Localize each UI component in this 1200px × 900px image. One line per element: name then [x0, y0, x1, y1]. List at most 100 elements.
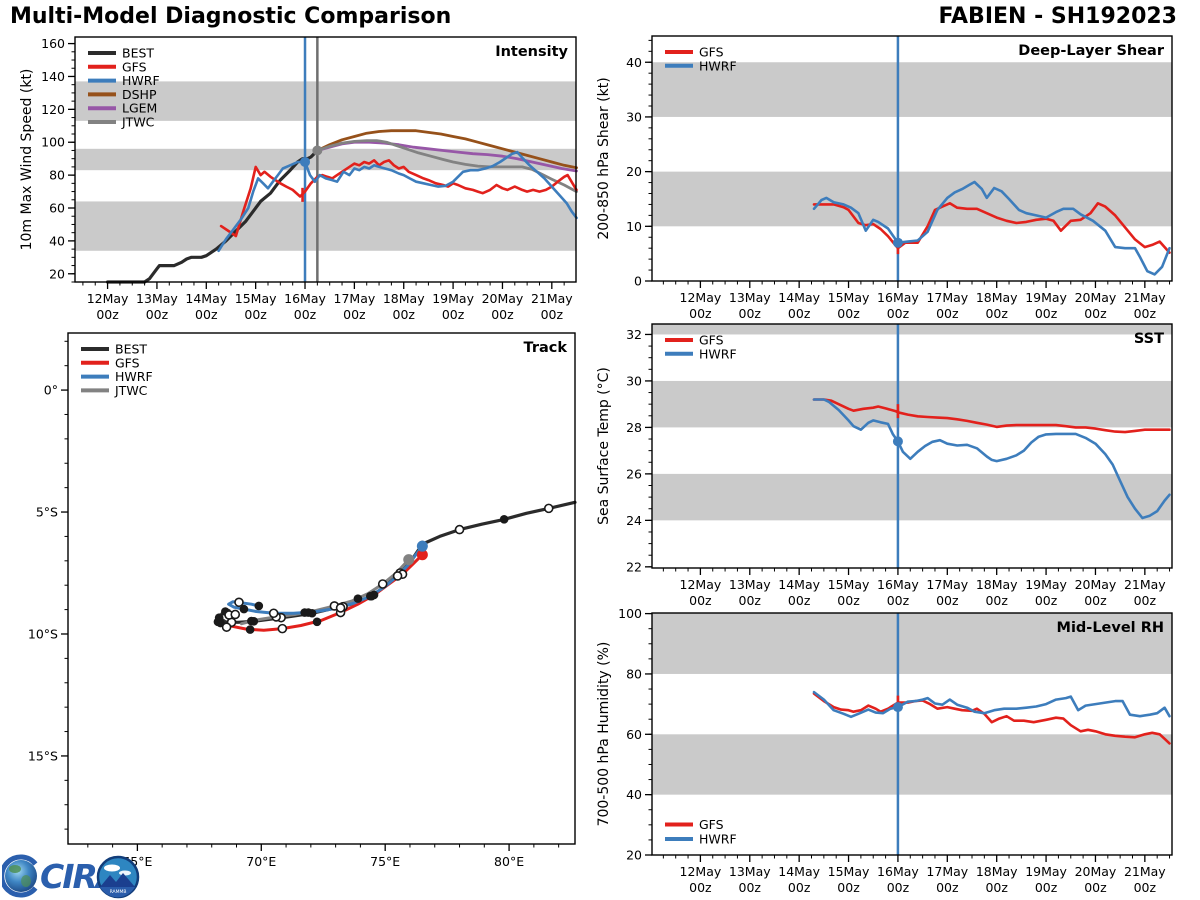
intensity-legend-label-best: BEST: [122, 46, 154, 61]
svg-text:140: 140: [41, 69, 65, 84]
rh-corner-label: Mid-Level RH: [1057, 620, 1164, 636]
intensity-series-hwrf: [217, 150, 578, 253]
intensity-series-dshp: [315, 129, 578, 170]
rh-series-hwrf: [812, 690, 1171, 719]
svg-text:00z: 00z: [1035, 880, 1058, 895]
svg-text:80°E: 80°E: [494, 854, 524, 869]
shear-series-hwrf: [812, 180, 1171, 276]
svg-text:14May: 14May: [778, 577, 820, 592]
svg-text:22: 22: [626, 559, 642, 574]
cira-logo: CIRA RAMMB: [2, 854, 140, 899]
svg-text:19May: 19May: [1025, 577, 1067, 592]
shear-y-axis: 0 10 20 30 40 200-850 hPa Shear (kt): [596, 39, 652, 289]
svg-text:00z: 00z: [985, 593, 1008, 608]
svg-text:00z: 00z: [788, 593, 811, 608]
shear-corner-label: Deep-Layer Shear: [1018, 43, 1165, 59]
sst-y-label: Sea Surface Temp (°C): [596, 367, 612, 525]
shear-frame: [651, 35, 1173, 282]
track-start-dot-gfs: [416, 549, 428, 561]
intensity-legend-label-lgem: LGEM: [122, 101, 157, 116]
svg-text:160: 160: [41, 36, 65, 51]
track-legend-label-jtwc: JTWC: [114, 383, 148, 398]
rh-category-bands: [652, 613, 1172, 795]
svg-text:21May: 21May: [1124, 290, 1166, 305]
svg-text:00z: 00z: [887, 880, 910, 895]
svg-text:13May: 13May: [729, 577, 771, 592]
svg-text:21May: 21May: [531, 291, 573, 306]
svg-text:12May: 12May: [680, 864, 722, 879]
intensity-panel: Intensity12May00z13May00z14May00z15May00…: [19, 36, 578, 322]
svg-text:00z: 00z: [788, 306, 811, 321]
shear-category-bands: [652, 62, 1172, 227]
intensity-x-axis: 12May00z13May00z14May00z15May00z16May00z…: [82, 282, 573, 322]
sst-init-dot-hwrf: [892, 436, 903, 447]
intensity-legend-label-gfs: GFS: [122, 59, 147, 74]
rh-x-axis: 12May00z13May00z14May00z15May00z16May00z…: [662, 855, 1171, 895]
shear-init-dot-hwrf: [892, 237, 903, 248]
svg-text:00z: 00z: [146, 307, 169, 322]
intensity-y-label: 10m Max Wind Speed (kt): [19, 69, 35, 251]
svg-text:00z: 00z: [442, 307, 465, 322]
rh-legend-label-gfs: GFS: [699, 817, 724, 832]
storm-title: FABIEN - SH192023: [938, 4, 1177, 29]
track-legend-label-best: BEST: [115, 342, 147, 357]
svg-text:20May: 20May: [1075, 577, 1117, 592]
svg-text:40: 40: [626, 55, 642, 70]
sst-legend-label-gfs: GFS: [699, 333, 724, 348]
sst-legend-label-hwrf: HWRF: [699, 346, 737, 361]
svg-text:00z: 00z: [1134, 880, 1157, 895]
svg-text:75°E: 75°E: [370, 854, 400, 869]
svg-text:20: 20: [626, 848, 642, 863]
svg-text:17May: 17May: [926, 290, 968, 305]
svg-text:5°S: 5°S: [36, 505, 58, 520]
svg-text:0°: 0°: [44, 383, 58, 398]
shear-panel: Deep-Layer Shear12May00z13May00z14May00z…: [596, 35, 1173, 321]
svg-text:00z: 00z: [343, 307, 366, 322]
svg-text:10°S: 10°S: [28, 626, 58, 641]
rh-init-dot-hwrf: [892, 702, 903, 713]
svg-text:15May: 15May: [828, 864, 870, 879]
svg-text:00z: 00z: [393, 307, 416, 322]
svg-text:00z: 00z: [689, 593, 712, 608]
svg-text:26: 26: [626, 466, 642, 481]
svg-text:24: 24: [626, 513, 642, 528]
svg-text:17May: 17May: [926, 864, 968, 879]
svg-text:00z: 00z: [294, 307, 317, 322]
intensity-series-gfs: [219, 159, 578, 238]
svg-text:12May: 12May: [87, 291, 129, 306]
sst-corner-label: SST: [1134, 331, 1164, 347]
svg-text:16May: 16May: [877, 290, 919, 305]
intensity-y-axis: 20 40 60 80 100 120 140 160 10m Max Wind Speed (…: [19, 36, 75, 283]
svg-text:14May: 14May: [185, 291, 227, 306]
svg-text:00z: 00z: [1134, 593, 1157, 608]
svg-text:15°S: 15°S: [28, 748, 58, 763]
intensity-init-dot-jtwc: [312, 145, 323, 156]
sst-category-bands: [652, 324, 1172, 521]
svg-text:00z: 00z: [244, 307, 267, 322]
svg-text:80: 80: [49, 168, 65, 183]
svg-text:00z: 00z: [837, 880, 860, 895]
rammb-badge-text: RAMMB: [110, 889, 127, 895]
rh-y-axis: 20 40 60 80 100 700-500 hPa Humidity (%): [596, 606, 652, 863]
svg-text:10: 10: [626, 219, 642, 234]
svg-text:40: 40: [626, 787, 642, 802]
intensity-legend-label-hwrf: HWRF: [122, 73, 160, 88]
svg-text:00z: 00z: [936, 880, 959, 895]
svg-text:30: 30: [626, 109, 642, 124]
svg-text:12May: 12May: [680, 577, 722, 592]
svg-text:13May: 13May: [729, 864, 771, 879]
svg-text:17May: 17May: [334, 291, 376, 306]
svg-text:00z: 00z: [195, 307, 218, 322]
rh-legend-label-hwrf: HWRF: [699, 832, 737, 847]
svg-text:00z: 00z: [739, 306, 762, 321]
svg-text:40: 40: [49, 233, 65, 248]
svg-text:100: 100: [618, 606, 642, 621]
intensity-legend-label-dshp: DSHP: [122, 87, 157, 102]
intensity-init-dot-hwrf: [300, 156, 311, 167]
track-markers-hwrf: [234, 571, 403, 619]
svg-text:00z: 00z: [936, 306, 959, 321]
